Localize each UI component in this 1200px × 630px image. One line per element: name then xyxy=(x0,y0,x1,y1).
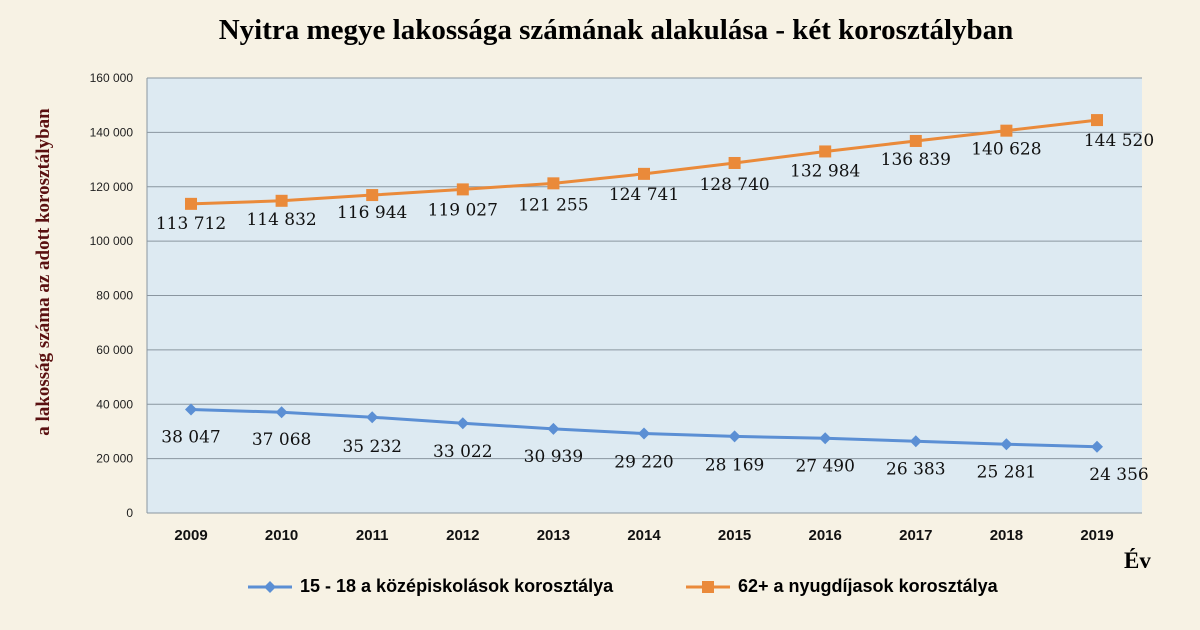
data-label: 124 741 xyxy=(609,185,679,205)
data-point xyxy=(909,435,922,448)
data-point xyxy=(909,134,922,147)
data-label: 119 027 xyxy=(428,200,498,220)
data-label: 28 169 xyxy=(705,455,764,475)
data-label: 30 939 xyxy=(524,447,583,467)
x-tick-label: 2017 xyxy=(899,527,932,544)
data-label: 38 047 xyxy=(161,428,220,448)
data-label: 37 068 xyxy=(252,430,311,450)
x-tick-label: 2018 xyxy=(990,527,1023,544)
data-point xyxy=(456,417,469,430)
data-point xyxy=(547,422,560,435)
x-tick-label: 2011 xyxy=(356,527,389,544)
legend-line-diamond-icon xyxy=(248,580,292,593)
data-point xyxy=(1000,438,1013,451)
y-tick-label: 160 000 xyxy=(90,71,134,85)
x-tick-label: 2016 xyxy=(809,527,842,544)
y-tick-label: 0 xyxy=(126,506,133,520)
data-point xyxy=(456,183,469,196)
x-tick-label: 2014 xyxy=(627,527,661,544)
series-layer xyxy=(185,114,1103,453)
data-point xyxy=(1000,124,1013,137)
x-tick-label: 2013 xyxy=(537,527,570,544)
y-tick-label: 80 000 xyxy=(96,289,133,303)
data-label: 35 232 xyxy=(342,437,401,457)
data-label: 27 490 xyxy=(795,456,854,476)
y-axis-ticks: 0 20 000 40 000 60 000 80 000 100 000 120 000 1… xyxy=(90,71,134,520)
data-point xyxy=(1091,440,1103,453)
data-point xyxy=(728,156,741,169)
data-point xyxy=(275,406,288,419)
y-tick-label: 20 000 xyxy=(96,452,133,466)
data-point xyxy=(728,430,741,443)
data-point xyxy=(638,167,650,180)
x-axis-title: Év xyxy=(1124,548,1151,573)
data-point xyxy=(366,189,379,202)
data-point xyxy=(366,411,379,424)
legend-label-pensioners: 62+ a nyugdíjasok korosztálya xyxy=(738,576,998,596)
data-point xyxy=(819,432,832,445)
data-point xyxy=(638,427,650,440)
x-tick-label: 2009 xyxy=(174,527,207,544)
legend-item-pensioners: 62+ a nyugdíjasok korosztálya xyxy=(686,576,998,597)
data-label: 26 383 xyxy=(886,459,945,479)
data-label: 113 712 xyxy=(156,214,226,234)
data-label: 29 220 xyxy=(614,453,673,473)
data-labels: 38 047 37 068 35 232 33 022 30 939 29 220 28 1… xyxy=(156,131,1154,485)
data-point xyxy=(185,403,197,416)
data-label: 144 520 xyxy=(1084,131,1154,151)
y-axis-title: a lakosság száma az adott korosztályban xyxy=(33,108,54,436)
data-label: 132 984 xyxy=(790,161,860,181)
data-label: 114 832 xyxy=(246,210,316,230)
data-label: 33 022 xyxy=(433,442,492,462)
x-tick-label: 2012 xyxy=(446,527,479,544)
legend-label-students: 15 - 18 a középiskolások korosztálya xyxy=(300,576,614,596)
y-tick-label: 40 000 xyxy=(96,397,133,411)
legend-item-students: 15 - 18 a középiskolások korosztálya xyxy=(248,576,613,597)
x-tick-label: 2019 xyxy=(1080,527,1113,544)
data-point xyxy=(1091,114,1103,127)
legend-line-square-icon xyxy=(686,580,730,593)
chart-title: Nyitra megye lakossága számának alakulás… xyxy=(218,14,1014,46)
y-tick-label: 60 000 xyxy=(96,343,133,357)
data-label: 25 281 xyxy=(977,462,1036,482)
data-point xyxy=(547,177,560,190)
data-point xyxy=(185,197,197,210)
y-tick-label: 120 000 xyxy=(90,180,134,194)
grid-lines xyxy=(146,77,1142,514)
data-label: 24 356 xyxy=(1089,465,1148,485)
data-point xyxy=(819,145,832,158)
y-tick-label: 100 000 xyxy=(90,234,134,248)
y-tick-label: 140 000 xyxy=(90,125,134,139)
data-label: 136 839 xyxy=(881,150,951,170)
data-label: 128 740 xyxy=(699,175,769,195)
x-axis-ticks: 2009 2010 2011 2012 2013 2014 2015 2016 2017 2018… xyxy=(174,527,1113,544)
data-label: 121 255 xyxy=(518,195,588,215)
data-point xyxy=(275,194,288,207)
data-label: 140 628 xyxy=(971,140,1041,160)
x-tick-label: 2015 xyxy=(718,527,751,544)
data-label: 116 944 xyxy=(337,203,407,223)
x-tick-label: 2010 xyxy=(265,527,298,544)
